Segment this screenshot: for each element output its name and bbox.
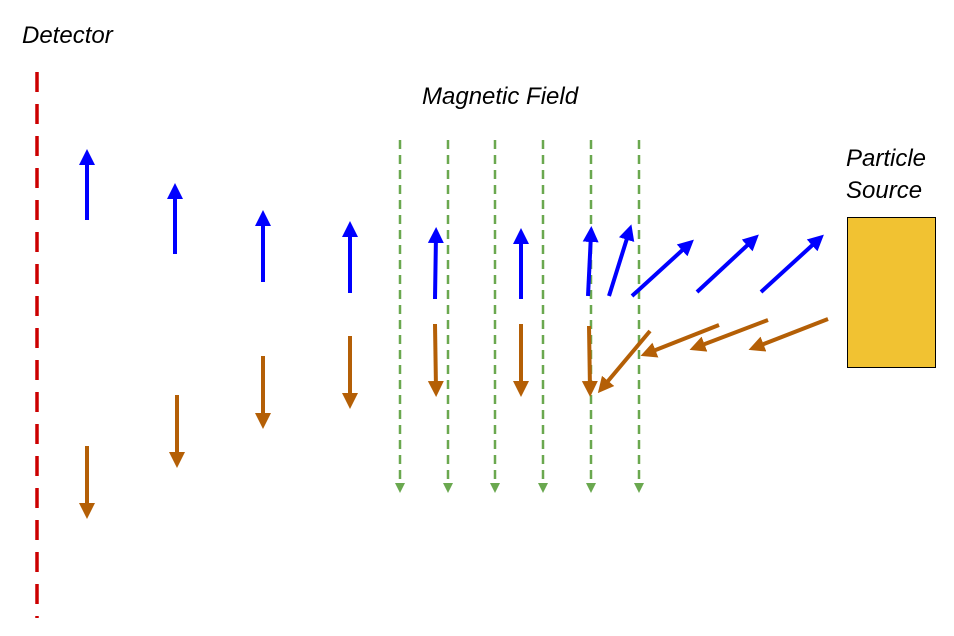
negative-particle-path	[79, 317, 829, 519]
positive-particle-arrow	[695, 234, 759, 294]
positive-particle-arrow	[607, 224, 635, 297]
negative-particle-arrow	[748, 317, 829, 352]
positive-particle-arrow	[630, 239, 694, 298]
particle-source-box	[847, 217, 936, 368]
positive-particle-arrow	[427, 227, 444, 300]
particle-source-label-line2: Source	[846, 177, 923, 204]
magnetic-field-label: Magnetic Field	[422, 83, 579, 110]
positive-particle-arrow	[759, 234, 824, 294]
detector-label: Detector	[22, 22, 113, 49]
negative-particle-arrow	[427, 323, 444, 397]
positive-particle-arrow	[582, 226, 599, 297]
negative-particle-arrow	[689, 318, 769, 352]
magnetic-field-lines	[395, 140, 644, 493]
negative-particle-arrow	[597, 329, 652, 394]
negative-particle-arrow	[640, 323, 720, 358]
positive-particle-path	[79, 149, 824, 300]
negative-particle-arrow	[581, 325, 598, 397]
particle-source-label-line1: Particle	[846, 145, 927, 172]
